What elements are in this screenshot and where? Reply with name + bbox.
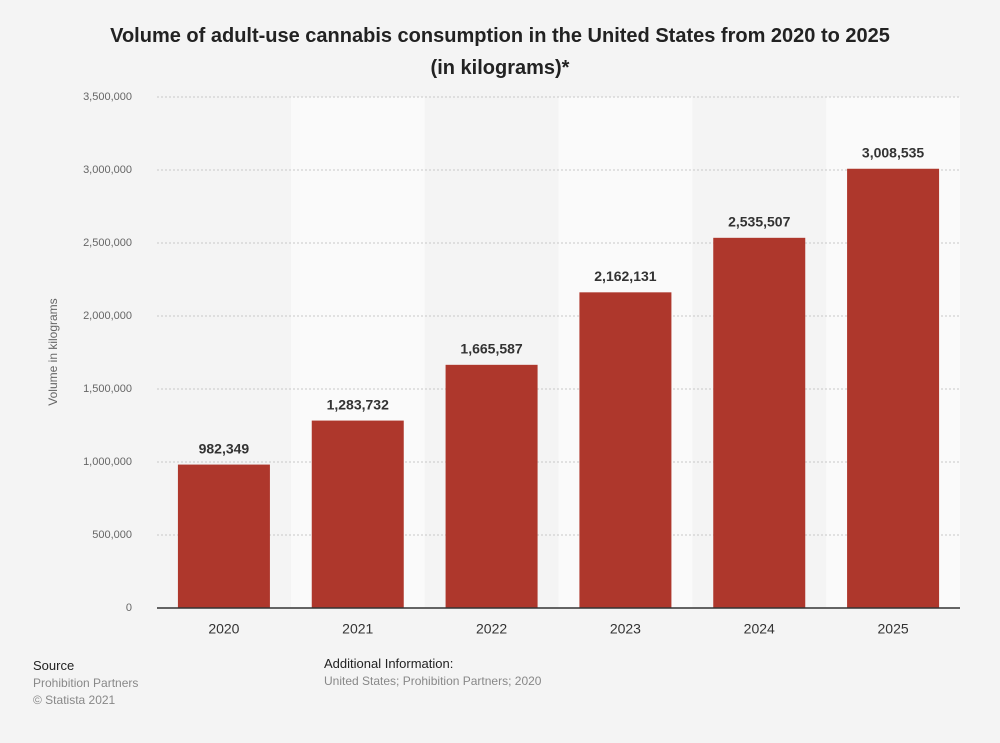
data-label: 2,535,507 xyxy=(728,214,790,230)
y-tick-label: 0 xyxy=(126,602,132,614)
copyright: © Statista 2021 xyxy=(33,693,116,707)
bar xyxy=(311,420,404,608)
x-tick-label: 2021 xyxy=(342,621,373,637)
data-label: 2,162,131 xyxy=(594,268,656,284)
bar xyxy=(177,464,270,608)
x-tick-label: 2023 xyxy=(610,621,641,637)
x-tick-label: 2024 xyxy=(744,621,775,637)
x-tick-label: 2020 xyxy=(208,621,239,637)
data-label: 1,665,587 xyxy=(460,341,522,357)
y-tick-label: 500,000 xyxy=(92,529,132,541)
bar xyxy=(445,364,538,608)
y-tick-label: 1,000,000 xyxy=(83,456,132,468)
source-heading: Source xyxy=(33,658,75,673)
info: United States; Prohibition Partners; 202… xyxy=(324,674,542,688)
info-heading: Additional Information: xyxy=(324,656,454,671)
y-tick-label: 1,500,000 xyxy=(83,383,132,395)
y-axis-label: Volume in kilograms xyxy=(46,298,60,405)
y-tick-label: 3,500,000 xyxy=(83,91,132,103)
chart-title: Volume of adult-use cannabis consumption… xyxy=(110,25,890,79)
y-tick-label: 3,000,000 xyxy=(83,164,132,176)
data-label: 982,349 xyxy=(199,440,250,456)
bar xyxy=(847,168,940,608)
x-tick-label: 2022 xyxy=(476,621,507,637)
x-tick-label: 2025 xyxy=(878,621,909,637)
source: Prohibition Partners xyxy=(33,676,139,690)
bar xyxy=(713,237,806,608)
y-tick-label: 2,000,000 xyxy=(83,310,132,322)
data-label: 3,008,535 xyxy=(862,144,924,160)
bar xyxy=(579,292,672,608)
data-label: 1,283,732 xyxy=(327,396,389,412)
y-tick-label: 2,500,000 xyxy=(83,237,132,249)
